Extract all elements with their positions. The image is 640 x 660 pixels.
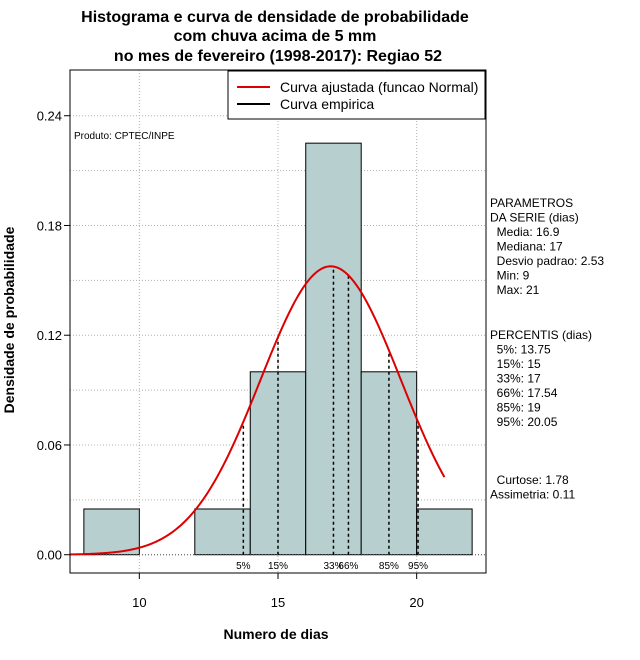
- percentis-line-6: 95%: 20.05: [490, 415, 558, 429]
- parametros-line-0: PARAMETROS: [490, 196, 573, 210]
- product-annotation: Produto: CPTEC/INPE: [74, 131, 175, 142]
- percentis-line-5: 85%: 19: [490, 401, 541, 415]
- percentile-lines-layer: 5% 15% 33%66% 85% 95%: [70, 266, 486, 572]
- chart-title-line-3: no mes de fevereiro (1998-2017): Regiao …: [114, 48, 442, 65]
- chart-title-line-1: Histograma e curva de densidade de proba…: [81, 9, 469, 26]
- y-tick-label-1: 0.06: [37, 438, 62, 453]
- legend-box: [227, 70, 486, 120]
- fitted-normal-curve: [69, 265, 446, 556]
- stats-line-1: Assimetria: 0.11: [490, 488, 575, 502]
- percentile-label-4: 85%: [379, 561, 399, 572]
- y-tick-label-2: 0.12: [37, 328, 62, 343]
- curve-layer: [69, 265, 446, 556]
- x-tick-label-0: 10: [132, 595, 146, 610]
- x-axis-title: Numero de dias: [223, 626, 328, 642]
- y-tick-label-3: 0.18: [37, 218, 62, 233]
- axis-layer: 10 15 20 0.00 0.06 0.12 0.18 0.24: [37, 109, 424, 610]
- chart-title-line-2: com chuva acima de 5 mm: [174, 28, 377, 45]
- parametros-line-5: Min: 9: [490, 269, 530, 283]
- parametros-line-2: Media: 16.9: [490, 225, 560, 239]
- parametros-line-4: Desvio padrao: 2.53: [490, 254, 604, 268]
- parametros-line-1: DA SERIE (dias): [490, 211, 579, 225]
- legend-label-empirical: Curva empirica: [280, 96, 374, 112]
- histogram-bar-0: [83, 508, 140, 556]
- percentile-label-2: 33%: [323, 561, 343, 572]
- percentile-label-3: 66%: [338, 561, 358, 572]
- parametros-line-3: Mediana: 17: [490, 240, 563, 254]
- x-tick-label-1: 15: [271, 595, 285, 610]
- y-tick-label-0: 0.00: [37, 548, 62, 563]
- legend-label-fitted: Curva ajustada (funcao Normal): [280, 79, 478, 95]
- percentis-line-3: 33%: 17: [490, 372, 541, 386]
- histogram-bar-1: [194, 508, 251, 556]
- y-tick-label-4: 0.24: [37, 109, 62, 124]
- x-tick-label-2: 20: [409, 595, 423, 610]
- percentis-line-4: 66%: 17.54: [490, 386, 558, 400]
- percentis-line-1: 5%: 13.75: [490, 343, 551, 357]
- percentis-line-0: PERCENTIS (dias): [490, 328, 592, 342]
- stats-line-0: Curtose: 1.78: [490, 473, 569, 487]
- histogram-bar-5: [416, 508, 473, 556]
- percentis-line-2: 15%: 15: [490, 357, 541, 371]
- parametros-line-6: Max: 21: [490, 283, 540, 297]
- percentile-label-5: 95%: [408, 561, 428, 572]
- percentile-label-0: 5%: [236, 561, 251, 572]
- y-axis-title: Densidade de probabilidade: [1, 226, 17, 413]
- legend: Curva ajustada (funcao Normal) Curva emp…: [227, 70, 486, 120]
- percentile-label-1: 15%: [268, 561, 288, 572]
